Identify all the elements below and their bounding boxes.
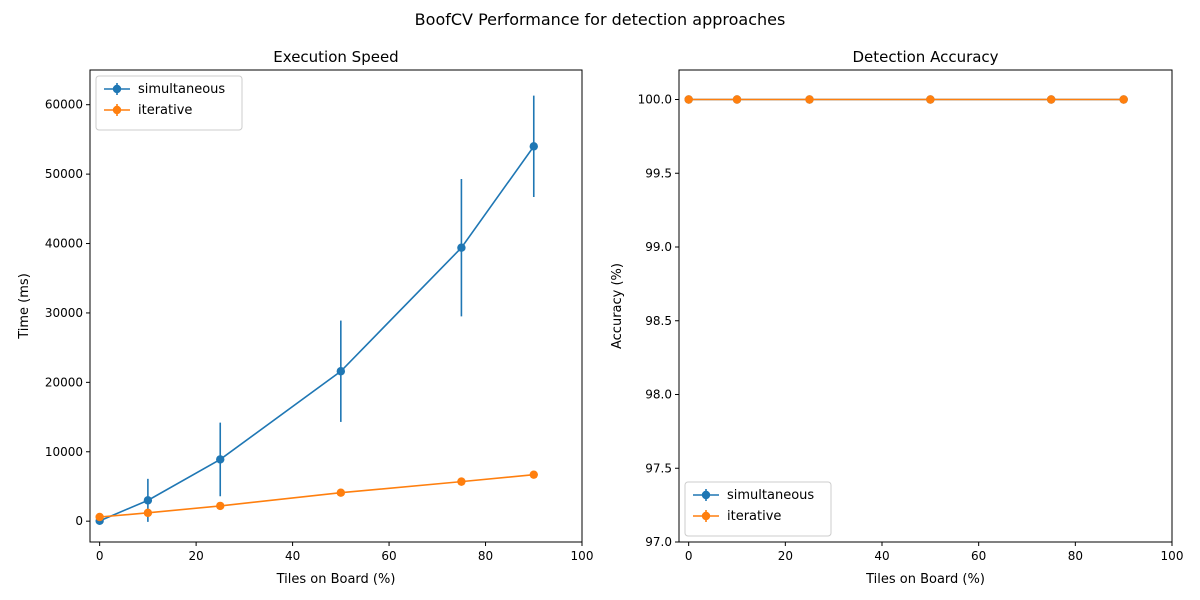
y-axis-label: Accuracy (%) — [610, 263, 625, 349]
x-tick-label: 0 — [96, 549, 104, 563]
series-iterative — [684, 95, 1128, 104]
x-tick-label: 60 — [971, 549, 986, 563]
y-axis-label: Time (ms) — [17, 273, 32, 340]
data-point — [926, 95, 935, 104]
x-tick-label: 40 — [874, 549, 889, 563]
data-point — [732, 95, 742, 104]
legend-box — [95, 75, 243, 131]
data-point — [684, 95, 693, 104]
data-point — [805, 95, 814, 104]
x-tick-label: 100 — [571, 549, 594, 563]
y-tick-label: 97.0 — [645, 535, 672, 549]
y-tick-label: 99.5 — [645, 166, 672, 180]
data-point — [1046, 95, 1056, 104]
x-tick-label: 0 — [685, 549, 693, 563]
data-point — [216, 501, 225, 511]
legend-marker — [112, 84, 122, 94]
y-tick-label: 20000 — [45, 375, 83, 389]
x-axis-label: Tiles on Board (%) — [276, 572, 396, 587]
legend: simultaneous iterative — [95, 75, 243, 131]
data-point — [336, 488, 346, 497]
data-point — [529, 142, 538, 151]
legend-marker — [701, 490, 711, 500]
x-tick-label: 20 — [188, 549, 203, 563]
series-simultaneous — [95, 95, 538, 526]
y-tick-label: 50000 — [45, 167, 83, 181]
subplot-title: Detection Accuracy — [852, 48, 998, 66]
y-tick-label: 0 — [75, 514, 83, 528]
legend-label: iterative — [727, 509, 781, 524]
data-point — [143, 496, 153, 505]
data-point — [457, 243, 466, 252]
series-iterative — [95, 470, 538, 522]
y-tick-label: 98.0 — [645, 388, 672, 402]
figure-suptitle: BoofCV Performance for detection approac… — [415, 10, 786, 29]
legend-marker — [112, 105, 122, 115]
x-tick-label: 80 — [1068, 549, 1083, 563]
x-axis-label: Tiles on Board (%) — [865, 572, 985, 587]
axes-frame — [89, 69, 583, 543]
legend-label: iterative — [138, 103, 192, 118]
x-tick-label: 60 — [381, 549, 396, 563]
series-line — [99, 473, 534, 518]
y-tick-label: 97.5 — [645, 461, 672, 475]
y-tick-label: 60000 — [45, 98, 83, 112]
y-tick-label: 100.0 — [638, 93, 672, 107]
legend-label: simultaneous — [138, 82, 225, 97]
subplot-title: Execution Speed — [273, 48, 398, 66]
execution-speed-subplot: Execution Speed 0 20 40 60 80 100 0 10000 20000 30… — [17, 48, 593, 587]
x-tick-label: 100 — [1161, 549, 1184, 563]
data-point — [95, 512, 104, 522]
y-tick-label: 10000 — [45, 445, 83, 459]
y-tick-label: 30000 — [45, 306, 83, 320]
x-tick-label: 20 — [778, 549, 793, 563]
data-point — [529, 470, 538, 479]
x-tick-label: 40 — [285, 549, 300, 563]
legend: simultaneous iterative — [684, 481, 832, 537]
data-point — [216, 455, 225, 464]
data-point — [336, 367, 346, 376]
legend-marker — [701, 511, 711, 521]
y-tick-label: 99.0 — [645, 240, 672, 254]
series-line — [99, 145, 535, 522]
legend-box — [684, 481, 832, 537]
data-point — [457, 477, 466, 486]
y-tick-label: 40000 — [45, 237, 83, 251]
data-point — [1119, 95, 1128, 104]
y-tick-label: 98.5 — [645, 314, 672, 328]
legend-label: simultaneous — [727, 488, 814, 503]
axes-frame — [678, 69, 1173, 543]
x-tick-label: 80 — [478, 549, 493, 563]
detection-accuracy-subplot: Detection Accuracy 0 20 40 60 80 100 97.0 97.5 98… — [610, 48, 1183, 587]
data-point — [143, 508, 153, 518]
